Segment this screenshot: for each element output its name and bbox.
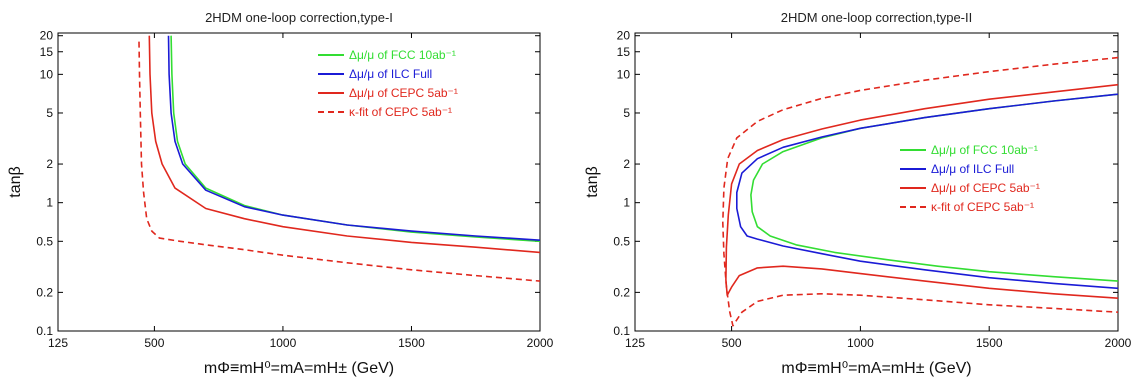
chart-title: 2HDM one-loop correction,type-II <box>781 10 972 25</box>
y-tick-label: 20 <box>617 29 631 43</box>
x-tick-label: 125 <box>625 336 645 350</box>
legend-entry: κ-fit of CEPC 5ab⁻¹ <box>931 200 1034 214</box>
x-tick-label: 2000 <box>1105 336 1132 350</box>
y-tick-label: 2 <box>46 157 53 171</box>
x-tick-label: 1000 <box>847 336 874 350</box>
y-tick-label: 5 <box>46 106 53 120</box>
x-axis-label: mΦ≡mH⁰=mA=mH± (GeV) <box>781 360 971 377</box>
x-axis-label: mΦ≡mH⁰=mA=mH± (GeV) <box>204 360 394 377</box>
x-tick-label: 1000 <box>270 336 297 350</box>
y-tick-label: 0.2 <box>613 285 630 299</box>
x-tick-label: 1500 <box>398 336 425 350</box>
y-tick-label: 0.1 <box>36 324 53 338</box>
legend-entry: κ-fit of CEPC 5ab⁻¹ <box>349 105 452 119</box>
y-tick-label: 2 <box>623 157 630 171</box>
legend: Δμ/μ of FCC 10ab⁻¹ Δμ/μ of ILC Full Δμ/μ o… <box>318 48 458 119</box>
y-tick-label: 10 <box>40 67 54 81</box>
y-tick-label: 10 <box>617 67 631 81</box>
plot-frame <box>635 33 1118 331</box>
legend-entry: Δμ/μ of FCC 10ab⁻¹ <box>349 48 456 62</box>
series-line-3 <box>726 85 1118 299</box>
y-tick-label: 0.5 <box>36 234 53 248</box>
series-line-3 <box>149 36 540 253</box>
y-tick-label: 15 <box>40 45 54 59</box>
y-tick-label: 15 <box>617 45 631 59</box>
x-tick-label: 2000 <box>527 336 554 350</box>
y-tick-label: 0.1 <box>613 324 630 338</box>
series-line-4 <box>723 58 1118 326</box>
series-line-2 <box>737 94 1118 288</box>
y-tick-label: 5 <box>623 106 630 120</box>
x-tick-label: 500 <box>144 336 164 350</box>
x-tick-label: 125 <box>48 336 68 350</box>
y-tick-label: 1 <box>46 196 53 210</box>
x-tick-label: 500 <box>722 336 742 350</box>
legend: Δμ/μ of FCC 10ab⁻¹ Δμ/μ of ILC Full Δμ/μ o… <box>900 143 1040 214</box>
y-axis-label: tanβ <box>7 166 24 197</box>
legend-entry: Δμ/μ of ILC Full <box>931 162 1014 176</box>
legend-entry: Δμ/μ of ILC Full <box>349 67 432 81</box>
y-tick-label: 0.2 <box>36 285 53 299</box>
plot-frame <box>58 33 540 331</box>
legend-entry: Δμ/μ of FCC 10ab⁻¹ <box>931 143 1038 157</box>
y-tick-label: 20 <box>40 29 54 43</box>
chart-title: 2HDM one-loop correction,type-I <box>205 10 393 25</box>
y-axis-label: tanβ <box>584 166 601 197</box>
series-line-4 <box>139 42 540 282</box>
x-tick-label: 1500 <box>976 336 1003 350</box>
y-tick-label: 0.5 <box>613 234 630 248</box>
legend-entry: Δμ/μ of CEPC 5ab⁻¹ <box>931 181 1040 195</box>
y-tick-label: 1 <box>623 196 630 210</box>
legend-entry: Δμ/μ of CEPC 5ab⁻¹ <box>349 86 458 100</box>
